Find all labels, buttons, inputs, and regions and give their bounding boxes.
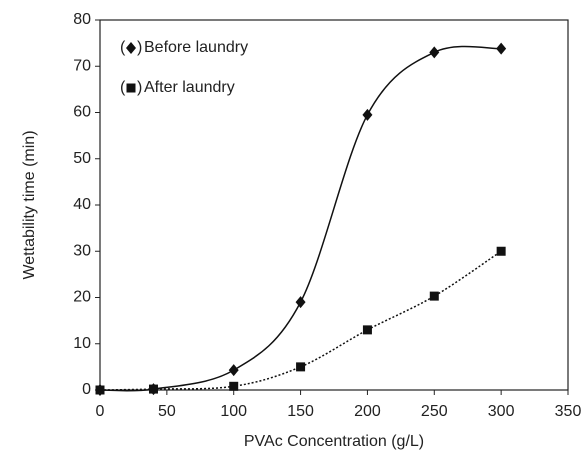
point	[148, 384, 158, 394]
y-tick-label: 20	[73, 289, 91, 306]
plot-frame	[99, 19, 569, 391]
point	[295, 296, 306, 309]
point	[429, 291, 439, 301]
legend-label: Before laundry	[144, 39, 248, 56]
point	[362, 325, 372, 335]
legend-paren: )	[137, 39, 142, 56]
x-tick-label: 50	[158, 403, 176, 420]
legend-label: After laundry	[144, 79, 235, 96]
legend-paren: (	[120, 79, 126, 96]
x-tick-label: 300	[488, 403, 515, 420]
y-tick-label: 70	[73, 57, 91, 74]
legend-marker	[126, 42, 136, 54]
x-tick-label: 350	[555, 403, 582, 420]
x-tick-label: 100	[220, 403, 247, 420]
y-tick-label: 40	[73, 196, 91, 213]
point	[229, 381, 239, 391]
legend-marker	[126, 83, 136, 93]
point	[95, 385, 105, 395]
point	[496, 246, 506, 256]
legend-paren: (	[120, 39, 126, 56]
point	[429, 46, 440, 59]
y-tick-label: 60	[73, 104, 91, 121]
y-tick-label: 80	[73, 11, 91, 28]
legend-paren: )	[137, 79, 142, 96]
y-axis-label: Wettability time (min)	[21, 130, 38, 279]
y-tick-label: 30	[73, 242, 91, 259]
point	[496, 42, 507, 55]
y-tick-label: 0	[82, 381, 91, 398]
x-tick-label: 200	[354, 403, 381, 420]
x-axis-label: PVAc Concentration (g/L)	[244, 433, 424, 450]
fit-curve	[99, 45, 502, 392]
x-tick-label: 0	[96, 403, 105, 420]
point	[296, 362, 306, 372]
y-tick-label: 10	[73, 335, 91, 352]
x-tick-label: 250	[421, 403, 448, 420]
point	[362, 108, 373, 121]
x-tick-label: 150	[287, 403, 314, 420]
y-tick-label: 50	[73, 150, 91, 167]
point	[228, 364, 239, 377]
